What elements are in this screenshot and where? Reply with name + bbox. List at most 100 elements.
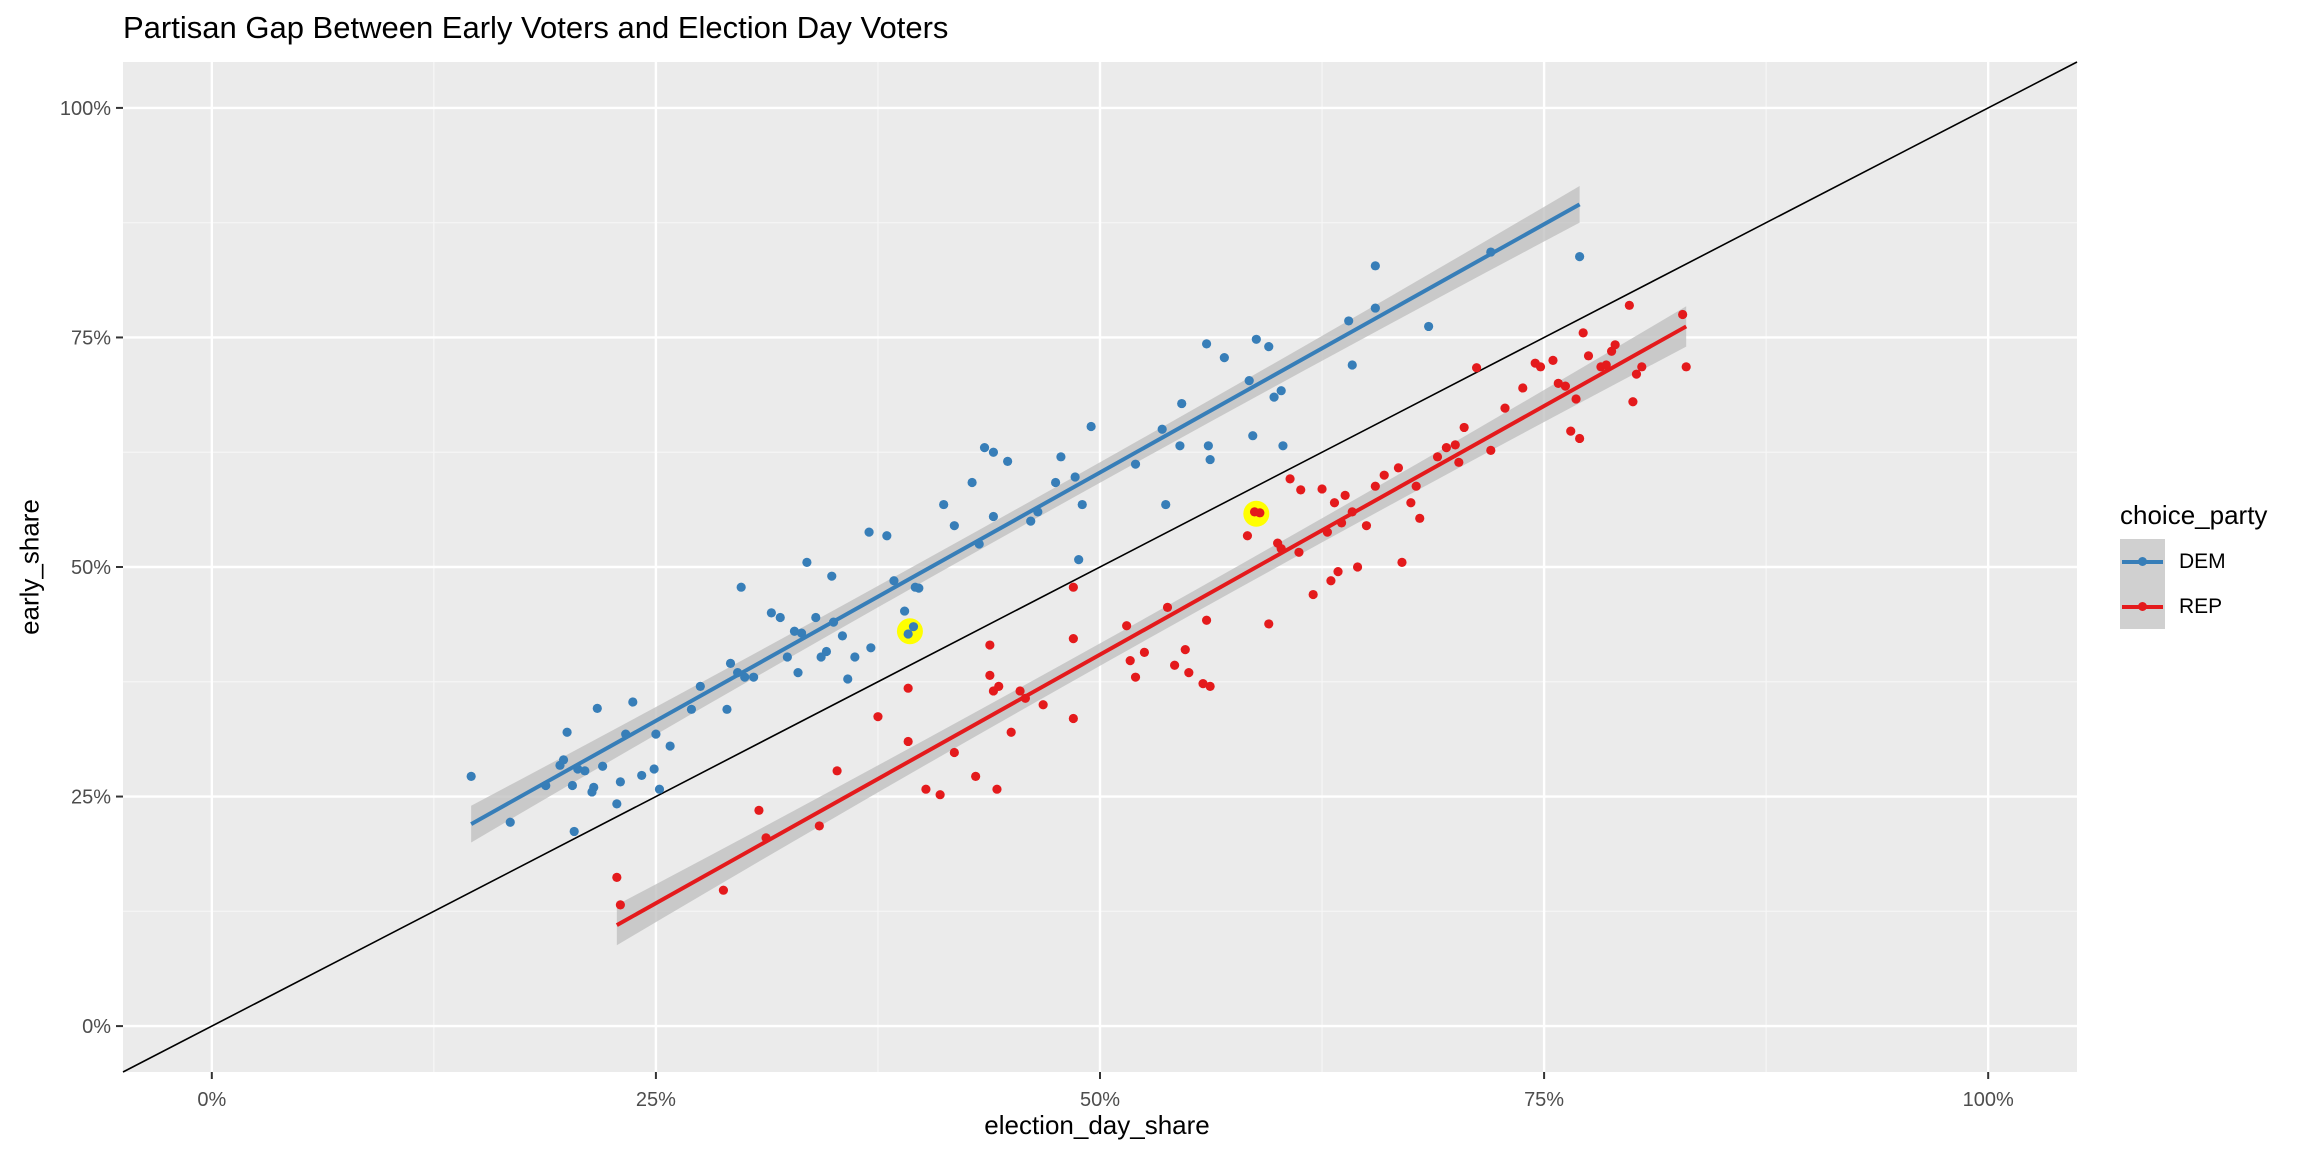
- data-point-rep: [873, 712, 883, 722]
- x-tick-label: 100%: [1963, 1089, 2014, 1111]
- data-point-rep: [1276, 544, 1286, 554]
- data-point-dem: [974, 539, 984, 549]
- data-point-rep: [1361, 521, 1372, 531]
- data-point-rep: [1678, 309, 1688, 320]
- data-point-dem: [558, 755, 569, 765]
- x-axis-ticks: 0% 25% 50% 75% 100%: [197, 1072, 2014, 1111]
- y-tick-label: 75%: [71, 327, 111, 349]
- data-point-rep: [1296, 485, 1306, 495]
- data-point-rep: [1454, 457, 1464, 467]
- data-point-dem: [789, 626, 800, 636]
- data-point-dem: [665, 741, 675, 751]
- data-point-dem: [802, 557, 812, 568]
- data-point-dem: [1157, 424, 1167, 434]
- data-point-dem: [1251, 334, 1261, 344]
- data-point-rep: [1347, 507, 1357, 517]
- data-point-rep: [1575, 433, 1585, 444]
- data-point-rep: [1184, 667, 1194, 678]
- data-point-rep: [1583, 351, 1594, 361]
- data-point-rep: [1486, 445, 1496, 455]
- data-point-dem: [1175, 441, 1185, 451]
- data-point-dem: [592, 703, 602, 714]
- legend-label-dem: DEM: [2179, 549, 2226, 573]
- data-point-rep: [1285, 474, 1295, 484]
- data-point-rep: [1198, 679, 1208, 689]
- data-point-dem: [939, 499, 949, 510]
- data-point-dem: [589, 782, 599, 792]
- data-point-dem: [466, 771, 476, 781]
- data-point-dem: [903, 629, 913, 639]
- data-point-rep: [1628, 397, 1638, 407]
- data-point-rep: [1432, 452, 1443, 462]
- x-tick-label: 25%: [636, 1089, 676, 1111]
- data-point-dem: [725, 658, 736, 669]
- y-axis-ticks: 0% 25% 50% 75% 100%: [60, 98, 123, 1038]
- data-point-rep: [1601, 360, 1611, 370]
- data-point-rep: [1125, 656, 1135, 666]
- data-point-dem: [1070, 472, 1080, 482]
- data-point-dem: [1344, 316, 1354, 326]
- data-point-rep: [814, 821, 824, 831]
- chart-title: Partisan Gap Between Early Voters and El…: [123, 10, 949, 45]
- data-point-rep: [1333, 566, 1343, 577]
- data-point-dem: [843, 674, 853, 684]
- y-tick-label: 100%: [60, 98, 111, 120]
- data-point-rep: [1379, 470, 1389, 480]
- data-point-dem: [979, 443, 990, 453]
- data-point-rep: [761, 833, 771, 843]
- data-point-dem: [1130, 459, 1141, 469]
- data-point-rep: [903, 736, 913, 747]
- data-point-dem: [654, 784, 665, 794]
- data-point-rep: [1459, 422, 1469, 433]
- data-point-dem: [900, 606, 910, 616]
- data-point-rep: [1329, 498, 1340, 508]
- data-point-dem: [1424, 321, 1434, 332]
- data-point-rep: [992, 784, 1002, 794]
- identity-line: [122, 61, 2078, 1073]
- data-point-rep: [1352, 562, 1363, 572]
- data-point-rep: [754, 805, 764, 815]
- data-point-dem: [988, 447, 999, 457]
- data-point-dem: [1276, 386, 1286, 396]
- data-point-rep: [1006, 727, 1016, 737]
- data-point-dem: [1050, 477, 1061, 488]
- data-point-rep: [1162, 602, 1173, 613]
- data-point-rep: [1553, 378, 1563, 388]
- data-point-rep: [1393, 463, 1404, 473]
- data-point-rep: [1336, 518, 1347, 528]
- y-tick-label: 0%: [82, 1016, 111, 1038]
- data-point-dem: [889, 576, 899, 586]
- data-point-dem: [1248, 431, 1258, 441]
- data-point-rep: [949, 747, 959, 758]
- data-point-dem: [766, 608, 776, 618]
- data-point-dem: [749, 672, 759, 682]
- data-point-rep: [718, 885, 729, 895]
- data-point-rep: [1471, 363, 1482, 373]
- x-tick-label: 0%: [197, 1089, 226, 1111]
- data-point-dem: [1370, 261, 1380, 271]
- data-point-rep: [615, 900, 625, 910]
- data-point-rep: [1411, 481, 1421, 491]
- data-point-dem: [1026, 516, 1036, 526]
- data-point-dem: [1086, 421, 1096, 432]
- legend: choice_party DEM REP: [2120, 500, 2267, 629]
- data-point-dem: [1033, 507, 1043, 517]
- data-point-rep: [1015, 686, 1025, 696]
- data-point-dem: [811, 612, 821, 623]
- data-point-dem: [1575, 252, 1585, 262]
- data-point-rep: [1264, 619, 1274, 629]
- data-point-dem: [782, 652, 792, 662]
- data-point-rep: [1130, 672, 1141, 682]
- data-point-dem: [686, 704, 697, 714]
- data-point-rep: [1631, 369, 1642, 379]
- data-point-dem: [908, 622, 919, 632]
- data-point-dem: [1486, 247, 1496, 257]
- legend-label-rep: REP: [2179, 594, 2223, 618]
- data-point-dem: [1177, 398, 1187, 409]
- legend-item-dem: DEM: [2120, 539, 2267, 584]
- data-point-dem: [1056, 452, 1066, 462]
- data-point-dem: [505, 817, 515, 827]
- data-point-dem: [580, 766, 590, 776]
- data-point-dem: [967, 477, 977, 488]
- data-point-dem: [1219, 353, 1229, 363]
